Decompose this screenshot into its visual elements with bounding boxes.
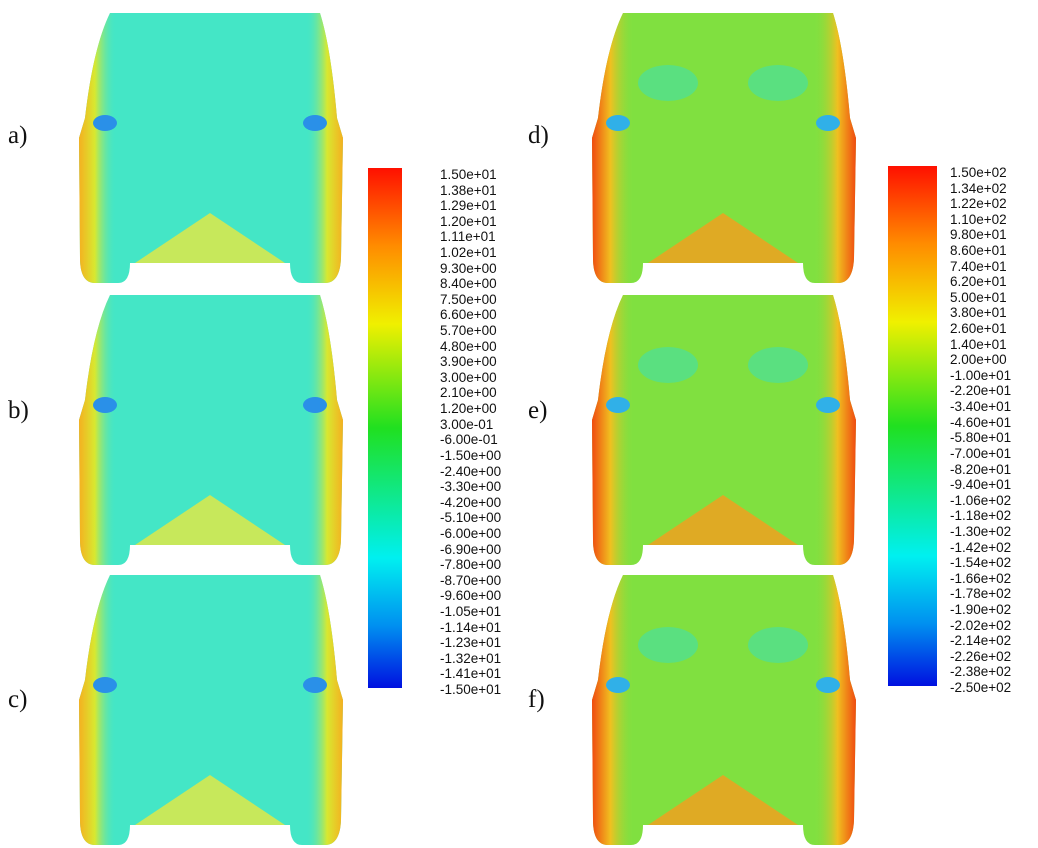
colorbar-label: 3.90e+00 <box>440 355 497 369</box>
colorbar-label: -2.38e+02 <box>950 665 1011 679</box>
colorbar-label: 9.30e+00 <box>440 262 497 276</box>
colorbar-label: -9.40e+01 <box>950 478 1011 492</box>
colorbar-label: 1.29e+01 <box>440 199 497 213</box>
colorbar-label: -4.60e+01 <box>950 416 1011 430</box>
colorbar-label: -5.10e+00 <box>440 511 501 525</box>
contour-images <box>0 0 1038 848</box>
colorbar-label: -3.40e+01 <box>950 400 1011 414</box>
colorbar-label: 1.10e+02 <box>950 213 1007 227</box>
colorbar-label: -1.50e+00 <box>440 449 501 463</box>
colorbar-label: -1.41e+01 <box>440 667 501 681</box>
colorbar-label: -8.20e+01 <box>950 463 1011 477</box>
contour-a <box>79 13 343 283</box>
colorbar <box>368 168 402 688</box>
colorbar-label: 8.60e+01 <box>950 244 1007 258</box>
colorbar-label: -2.26e+02 <box>950 650 1011 664</box>
panel-label: c) <box>8 686 27 714</box>
colorbar-label: -9.60e+00 <box>440 589 501 603</box>
colorbar-label: 1.02e+01 <box>440 246 497 260</box>
colorbar-label: 1.20e+00 <box>440 402 497 416</box>
colorbar-label: -2.20e+01 <box>950 384 1011 398</box>
colorbar-label: -1.23e+01 <box>440 636 501 650</box>
colorbar-label: -2.50e+02 <box>950 681 1011 695</box>
contour-d <box>592 13 856 283</box>
panel-label: e) <box>528 397 547 425</box>
colorbar-label: 1.40e+01 <box>950 338 1007 352</box>
colorbar-label: 3.00e-01 <box>440 418 493 432</box>
colorbar-label: -7.00e+01 <box>950 447 1011 461</box>
colorbar-label: 4.80e+00 <box>440 340 497 354</box>
colorbar-label: -1.05e+01 <box>440 605 501 619</box>
colorbar-label: -1.50e+01 <box>440 683 501 697</box>
colorbar-label: 7.40e+01 <box>950 260 1007 274</box>
colorbar-label: 6.60e+00 <box>440 308 497 322</box>
colorbar-label: 3.80e+01 <box>950 306 1007 320</box>
colorbar-label: -7.80e+00 <box>440 558 501 572</box>
colorbar-label: -2.02e+02 <box>950 619 1011 633</box>
panel-label: a) <box>8 122 27 150</box>
colorbar-label: 8.40e+00 <box>440 277 497 291</box>
colorbar-label: -3.30e+00 <box>440 480 501 494</box>
colorbar-label: -1.90e+02 <box>950 603 1011 617</box>
contour-c <box>79 575 343 845</box>
colorbar-label: 1.50e+02 <box>950 166 1007 180</box>
colorbar-label: 6.20e+01 <box>950 275 1007 289</box>
colorbar <box>888 166 937 686</box>
colorbar-label: 9.80e+01 <box>950 228 1007 242</box>
colorbar-label: 1.34e+02 <box>950 182 1007 196</box>
colorbar-label: -6.00e-01 <box>440 433 498 447</box>
colorbar-label: 1.38e+01 <box>440 184 497 198</box>
colorbar-label: 5.00e+01 <box>950 291 1007 305</box>
colorbar-label: -1.06e+02 <box>950 494 1011 508</box>
colorbar-label: -1.30e+02 <box>950 525 1011 539</box>
colorbar-label: -1.42e+02 <box>950 541 1011 555</box>
colorbar-label: -1.66e+02 <box>950 572 1011 586</box>
colorbar-label: -1.78e+02 <box>950 587 1011 601</box>
colorbar-label: -2.14e+02 <box>950 634 1011 648</box>
colorbar-label: -5.80e+01 <box>950 431 1011 445</box>
colorbar-label: 7.50e+00 <box>440 293 497 307</box>
panel-label: d) <box>528 122 549 150</box>
colorbar-label: -4.20e+00 <box>440 496 501 510</box>
colorbar-label: 1.11e+01 <box>440 230 496 244</box>
colorbar-label: 1.50e+01 <box>440 168 497 182</box>
panel-label: b) <box>8 397 29 425</box>
colorbar-label: 2.10e+00 <box>440 386 497 400</box>
colorbar-label: 3.00e+00 <box>440 371 497 385</box>
colorbar-label: -1.54e+02 <box>950 556 1011 570</box>
contour-b <box>79 295 343 565</box>
colorbar-label: -6.90e+00 <box>440 543 501 557</box>
colorbar-label: -1.00e+01 <box>950 369 1011 383</box>
colorbar-label: -1.32e+01 <box>440 652 501 666</box>
colorbar-label: -1.18e+02 <box>950 509 1011 523</box>
panel-label: f) <box>528 686 545 714</box>
colorbar-label: 1.22e+02 <box>950 197 1007 211</box>
contour-e <box>592 295 856 565</box>
colorbar-label: -2.40e+00 <box>440 465 501 479</box>
colorbar-label: 1.20e+01 <box>440 215 497 229</box>
colorbar-label: -6.00e+00 <box>440 527 501 541</box>
colorbar-label: -8.70e+00 <box>440 574 501 588</box>
contour-f <box>592 575 856 845</box>
colorbar-label: 2.60e+01 <box>950 322 1007 336</box>
colorbar-label: -1.14e+01 <box>440 621 501 635</box>
colorbar-label: 5.70e+00 <box>440 324 497 338</box>
colorbar-label: 2.00e+00 <box>950 353 1007 367</box>
figure: a) b) c) d) e) f) 1.50e+01 1.38e+011.29e+… <box>0 0 1038 848</box>
